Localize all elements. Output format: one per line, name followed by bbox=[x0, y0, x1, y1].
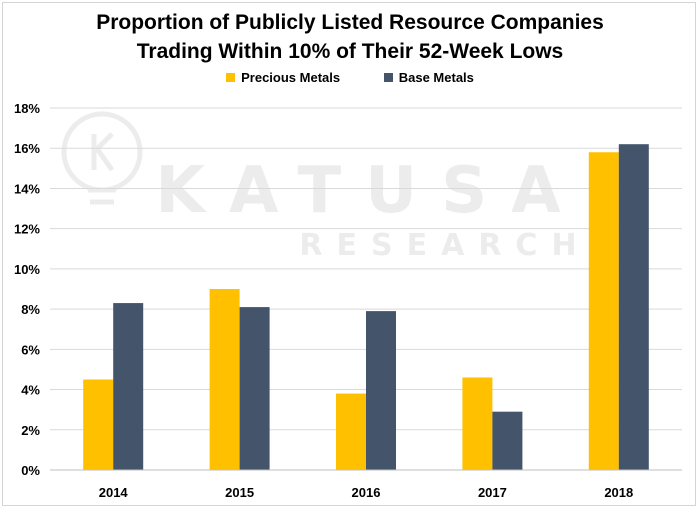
bar-base-metals-2015 bbox=[239, 307, 270, 470]
y-tick-label: 16% bbox=[14, 141, 40, 156]
chart-title: Proportion of Publicly Listed Resource C… bbox=[0, 8, 700, 66]
bar-base-metals-2018 bbox=[618, 144, 649, 470]
bar-precious-metals-2016 bbox=[336, 393, 366, 470]
legend-item-precious-metals: Precious Metals bbox=[226, 70, 340, 85]
lightbulb-k-icon bbox=[61, 111, 143, 205]
watermark-line-1: KATUSA bbox=[155, 154, 584, 228]
y-tick-label: 8% bbox=[21, 302, 40, 317]
legend-item-base-metals: Base Metals bbox=[383, 70, 474, 85]
y-tick-label: 10% bbox=[14, 262, 40, 277]
chart-title-line-2: Trading Within 10% of Their 52-Week Lows bbox=[136, 40, 564, 63]
bars bbox=[83, 144, 649, 470]
y-tick-label: 0% bbox=[21, 463, 40, 478]
bar-base-metals-2016 bbox=[366, 311, 396, 470]
chart-title-line-1: Proportion of Publicly Listed Resource C… bbox=[96, 11, 604, 34]
bar-base-metals-2014 bbox=[113, 303, 144, 470]
chart-legend: Precious Metals Base Metals bbox=[0, 70, 700, 85]
x-tick-label-2015: 2015 bbox=[225, 485, 254, 500]
bar-precious-metals-2015 bbox=[209, 289, 240, 470]
x-tick-label-2018: 2018 bbox=[604, 485, 633, 500]
bar-precious-metals-2014 bbox=[83, 379, 114, 470]
legend-swatch-base-metals bbox=[383, 73, 393, 82]
y-tick-label: 6% bbox=[21, 342, 40, 357]
legend-label-precious-metals: Precious Metals bbox=[241, 70, 341, 85]
bar-precious-metals-2017 bbox=[462, 377, 493, 470]
y-tick-label: 4% bbox=[21, 383, 40, 398]
bar-precious-metals-2018 bbox=[588, 152, 619, 470]
bar-base-metals-2017 bbox=[492, 411, 523, 470]
y-axis-tick-labels: 0% 2% 4% 6% 8% 10% 12% 14% 16% 18% bbox=[14, 101, 40, 478]
y-tick-label: 18% bbox=[14, 101, 40, 116]
watermark-line-2: RESEARCH bbox=[299, 228, 590, 263]
legend-swatch-precious-metals bbox=[226, 73, 236, 82]
y-tick-label: 14% bbox=[14, 181, 40, 196]
x-tick-label-2016: 2016 bbox=[352, 485, 381, 500]
y-tick-label: 12% bbox=[14, 222, 40, 237]
x-tick-label-2017: 2017 bbox=[478, 485, 507, 500]
legend-label-base-metals: Base Metals bbox=[398, 70, 474, 85]
y-tick-label: 2% bbox=[21, 423, 40, 438]
x-axis-tick-labels: 2014 2015 2016 2017 2018 bbox=[99, 485, 634, 500]
x-tick-label-2014: 2014 bbox=[99, 485, 129, 500]
watermark: KATUSA RESEARCH bbox=[61, 111, 590, 263]
